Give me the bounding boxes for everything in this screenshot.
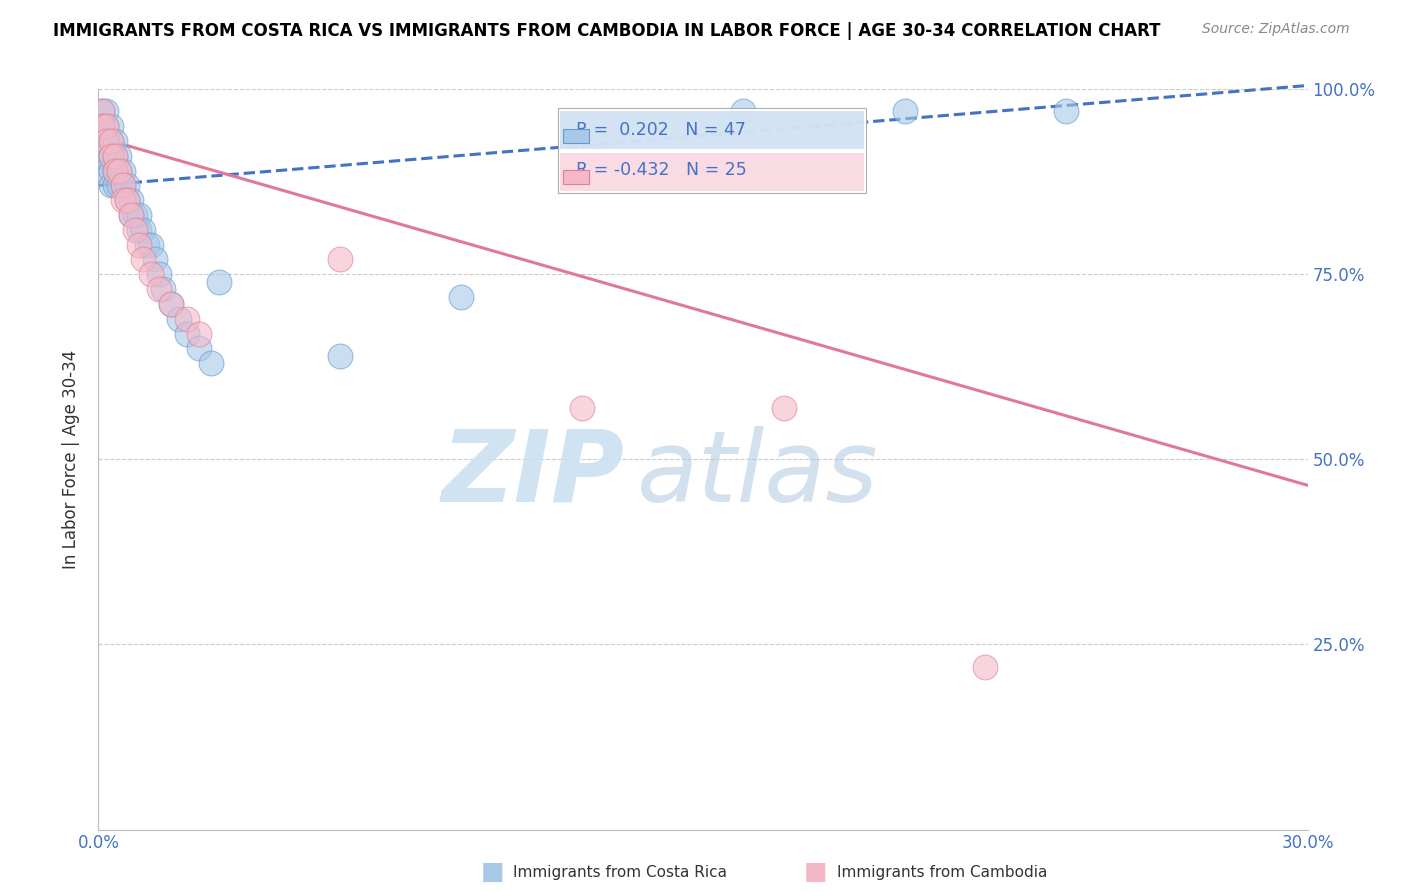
Point <box>152 282 174 296</box>
Point <box>111 178 134 193</box>
Point <box>115 194 138 208</box>
Point <box>124 223 146 237</box>
FancyBboxPatch shape <box>562 170 589 184</box>
Point <box>329 252 352 267</box>
Point <box>160 297 183 311</box>
Text: atlas: atlas <box>637 425 879 523</box>
Point <box>100 149 122 163</box>
Point <box>103 149 125 163</box>
Point <box>148 268 170 282</box>
Point <box>100 119 122 133</box>
Point <box>96 163 118 178</box>
Point <box>100 149 122 163</box>
Point <box>100 163 122 178</box>
Point <box>107 163 129 178</box>
Point <box>96 134 118 148</box>
Point <box>103 163 125 178</box>
Point <box>188 326 211 341</box>
Point <box>176 311 198 326</box>
Point <box>167 311 190 326</box>
Point <box>132 252 155 267</box>
Point <box>91 104 114 119</box>
Point <box>103 134 125 148</box>
Point <box>733 104 755 119</box>
Text: R = -0.432   N = 25: R = -0.432 N = 25 <box>576 161 747 179</box>
FancyBboxPatch shape <box>562 129 589 144</box>
Point <box>96 119 118 133</box>
Point <box>1054 104 1077 119</box>
Point <box>96 134 118 148</box>
Point <box>132 223 155 237</box>
Point <box>107 178 129 193</box>
Point <box>893 104 915 119</box>
Text: ■: ■ <box>804 861 827 884</box>
FancyBboxPatch shape <box>558 108 866 193</box>
Point <box>100 178 122 193</box>
Point <box>115 194 138 208</box>
Point <box>100 134 122 148</box>
Y-axis label: In Labor Force | Age 30-34: In Labor Force | Age 30-34 <box>62 350 80 569</box>
Point <box>128 223 150 237</box>
Point <box>120 194 142 208</box>
FancyBboxPatch shape <box>561 153 863 191</box>
Point <box>103 149 125 163</box>
Text: IMMIGRANTS FROM COSTA RICA VS IMMIGRANTS FROM CAMBODIA IN LABOR FORCE | AGE 30-3: IMMIGRANTS FROM COSTA RICA VS IMMIGRANTS… <box>53 22 1161 40</box>
Point <box>124 208 146 222</box>
Point <box>329 349 352 363</box>
Point <box>100 134 122 148</box>
Point <box>135 237 157 252</box>
Point <box>91 119 114 133</box>
Point <box>450 289 472 303</box>
Point <box>111 194 134 208</box>
Point <box>160 297 183 311</box>
Point <box>96 149 118 163</box>
Point <box>91 119 114 133</box>
Point <box>176 326 198 341</box>
Point <box>111 163 134 178</box>
Point <box>103 163 125 178</box>
Point <box>148 282 170 296</box>
Point <box>96 119 118 133</box>
Point <box>91 104 114 119</box>
Point <box>107 149 129 163</box>
Point <box>96 104 118 119</box>
Point <box>143 252 166 267</box>
Text: Immigrants from Cambodia: Immigrants from Cambodia <box>837 865 1047 880</box>
Point <box>128 208 150 222</box>
Text: ZIP: ZIP <box>441 425 624 523</box>
Point <box>208 275 231 289</box>
Point <box>120 208 142 222</box>
Point <box>139 237 162 252</box>
Point <box>772 401 794 415</box>
Point <box>200 356 222 370</box>
Point <box>974 659 997 673</box>
Point <box>111 178 134 193</box>
Point <box>103 178 125 193</box>
Text: ■: ■ <box>481 861 503 884</box>
Text: Source: ZipAtlas.com: Source: ZipAtlas.com <box>1202 22 1350 37</box>
Text: R =  0.202   N = 47: R = 0.202 N = 47 <box>576 121 747 139</box>
Point <box>120 208 142 222</box>
FancyBboxPatch shape <box>561 112 863 149</box>
Point <box>115 178 138 193</box>
Point <box>128 237 150 252</box>
Point <box>571 401 593 415</box>
Point <box>188 341 211 355</box>
Text: Immigrants from Costa Rica: Immigrants from Costa Rica <box>513 865 727 880</box>
Point <box>139 268 162 282</box>
Point <box>91 134 114 148</box>
Point <box>107 163 129 178</box>
Point <box>91 149 114 163</box>
